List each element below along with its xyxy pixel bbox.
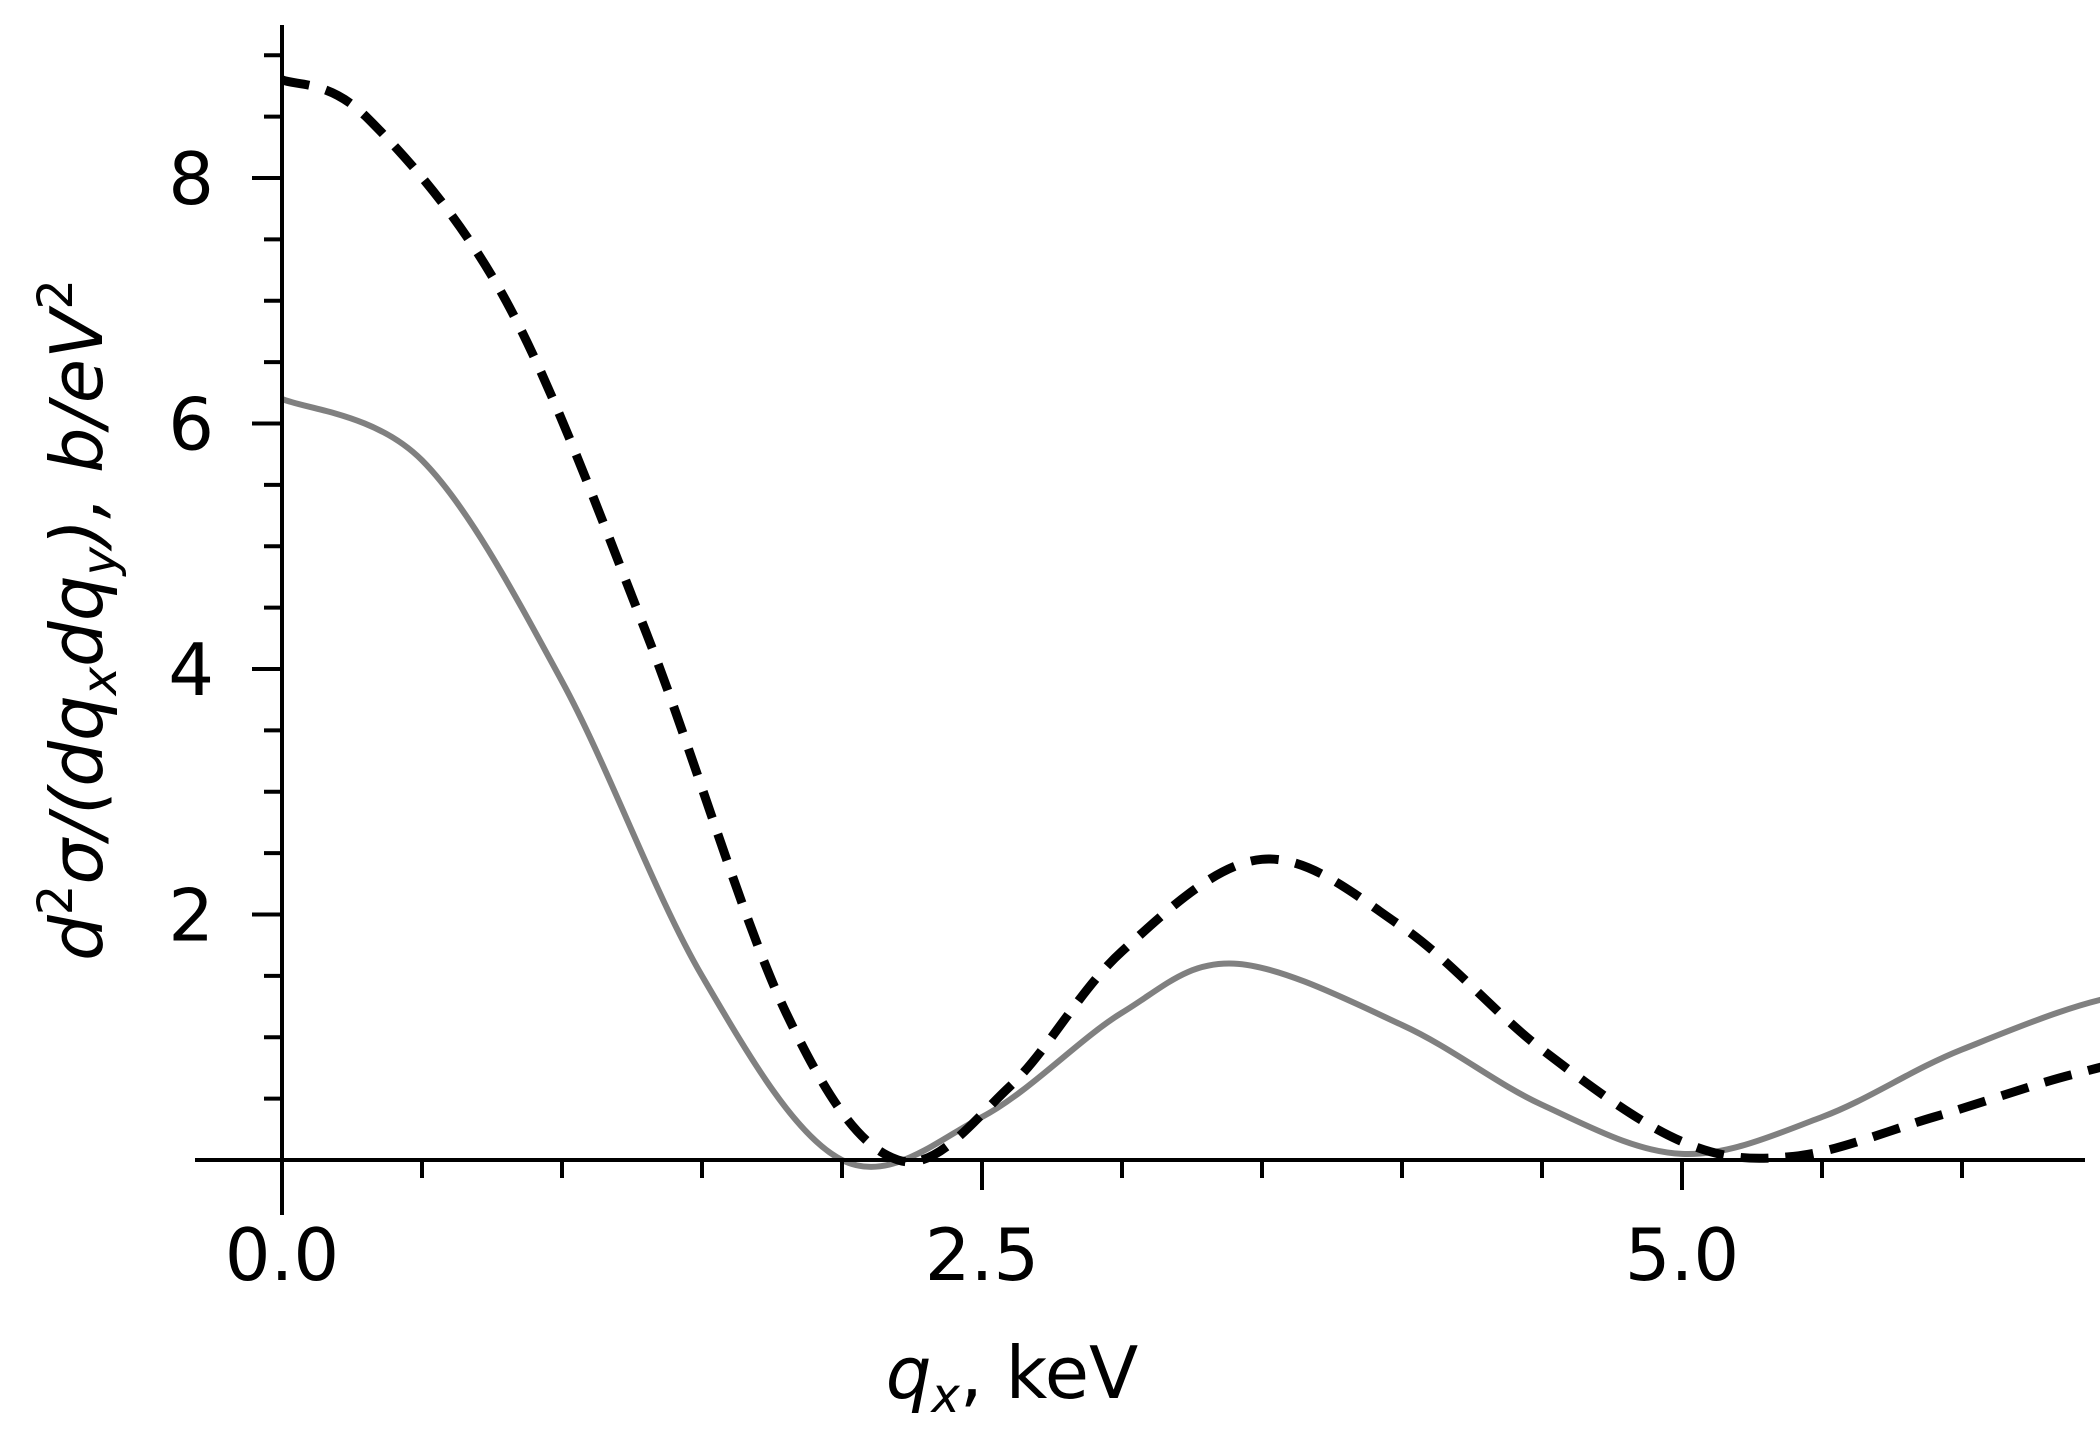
y-axis-title: d2σ/(dqxdqy), b/eV2 <box>28 279 128 961</box>
series-layer <box>280 75 2100 1170</box>
x-axis-title: qx, keV <box>886 1331 1139 1424</box>
x-axis-title-sub: x <box>929 1368 960 1424</box>
y-axis-title-p6: y <box>72 546 128 577</box>
series-line-1-solid <box>280 396 2100 1170</box>
y-tick-label: 2 <box>168 874 214 958</box>
y-tick-label: 8 <box>168 137 214 221</box>
series-line-2-dashed <box>280 75 2100 1167</box>
axes-layer <box>195 25 2085 1215</box>
y-tick-label: 4 <box>168 628 214 712</box>
y-axis-title-p7: ), b/eV <box>35 305 119 552</box>
x-tick-label: 5.0 <box>1625 1213 1740 1297</box>
x-axis-title-unit: , keV <box>960 1331 1138 1415</box>
y-axis-title-p2: 2 <box>28 885 84 916</box>
y-tick-label: 6 <box>168 383 214 467</box>
y-axis-title-p3: σ/(dq <box>35 695 119 884</box>
y-axis-title-p4: x <box>72 666 128 697</box>
y-axis-title-p8: 2 <box>28 279 84 310</box>
y-axis-title-p1: d <box>35 914 119 961</box>
ticks-layer <box>252 53 1964 1190</box>
x-axis-title-var: q <box>886 1331 932 1415</box>
x-tick-label: 2.5 <box>925 1213 1040 1297</box>
x-tick-label: 0.0 <box>225 1213 340 1297</box>
y-axis-title-p5: dq <box>35 575 119 666</box>
